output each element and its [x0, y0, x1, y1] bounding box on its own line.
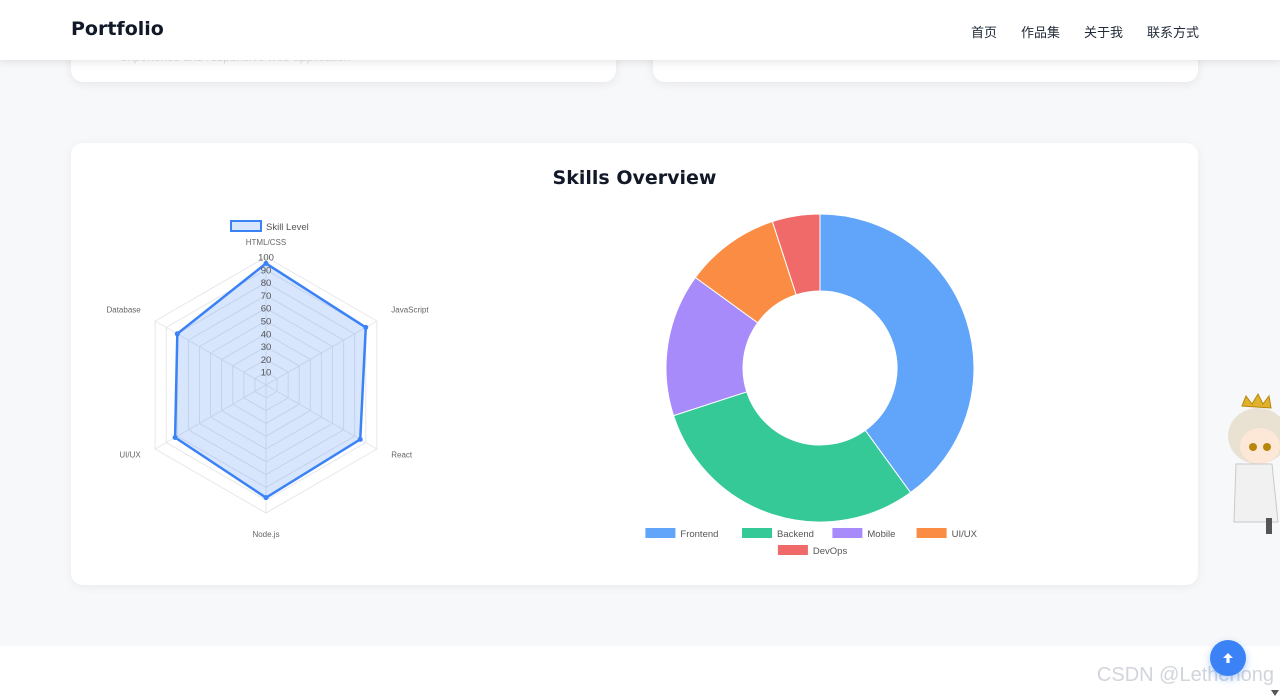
- radar-tick-label: 20: [261, 355, 272, 366]
- mascot-image: [1222, 392, 1280, 546]
- legend-label: Skill Level: [266, 222, 309, 233]
- legend-swatch: [832, 528, 863, 538]
- radar-category-label: HTML/CSS: [246, 238, 286, 247]
- doughnut-slice: [771, 213, 821, 296]
- scrollbar-arrow-icon[interactable]: [1270, 688, 1280, 698]
- radar-tick-label: 100: [258, 253, 274, 264]
- watermark: CSDN @Lethehong: [1096, 664, 1274, 686]
- legend-label: UI/UX: [952, 529, 978, 540]
- radar-tick-label: 90: [261, 265, 272, 276]
- legend-swatch: [916, 528, 947, 538]
- legend-label: Backend: [777, 529, 814, 540]
- radar-tick-label: 80: [261, 278, 272, 289]
- radar-tick-label: 10: [261, 368, 272, 379]
- legend-swatch: [777, 545, 808, 555]
- skills-card: Skills Overview 10 20 30 40 50 60 70 80 90 100 HTM…: [71, 143, 1198, 585]
- radar-tick-label: 60: [261, 304, 272, 315]
- radar-tick-label: 50: [261, 317, 272, 328]
- radar-point: [174, 331, 180, 337]
- doughnut-slice: [819, 213, 975, 494]
- nav-contact[interactable]: 联系方式: [1146, 26, 1199, 41]
- radar-category-label: Database: [106, 306, 141, 315]
- brand-logo[interactable]: Portfolio: [71, 18, 164, 40]
- radar-spoke: [265, 320, 378, 386]
- doughnut-slice: [665, 276, 759, 417]
- legend-swatch: [645, 528, 676, 538]
- radar-tick-label: 70: [261, 291, 272, 302]
- radar-category-label: React: [391, 450, 413, 459]
- radar-category-label: UI/UX: [119, 450, 141, 459]
- doughnut-chart: Frontend Backend Mobile UI/UX DevOps: [645, 213, 978, 557]
- legend-swatch: [230, 220, 262, 232]
- legend-label: Frontend: [680, 529, 718, 540]
- legend-label: DevOps: [813, 546, 848, 557]
- radar-point: [263, 260, 269, 266]
- legend-swatch: [742, 528, 772, 538]
- radar-point: [263, 495, 269, 501]
- section-title: Skills Overview: [552, 167, 717, 189]
- back-to-top-button[interactable]: [1210, 640, 1246, 676]
- radar-tick-label: 40: [261, 329, 272, 340]
- legend-label: Mobile: [867, 529, 895, 540]
- nav-home[interactable]: 首页: [970, 26, 997, 41]
- arrow-up-icon: [1223, 653, 1233, 663]
- radar-spoke: [154, 320, 267, 386]
- radar-category-label: JavaScript: [391, 306, 429, 315]
- footer-band: [0, 646, 1280, 699]
- radar-tick-label: 30: [261, 342, 272, 353]
- radar-point: [357, 436, 363, 442]
- nav-about[interactable]: 关于我: [1083, 26, 1123, 41]
- doughnut-slice: [672, 391, 912, 523]
- site-header: Portfolio 首页 作品集 关于我 联系方式: [0, 0, 1280, 60]
- main-nav: 首页 作品集 关于我 联系方式: [971, 22, 1199, 41]
- radar-category-label: Node.js: [252, 530, 279, 539]
- radar-point: [363, 324, 369, 330]
- radar-point: [172, 434, 178, 440]
- nav-portfolio[interactable]: 作品集: [1020, 26, 1060, 41]
